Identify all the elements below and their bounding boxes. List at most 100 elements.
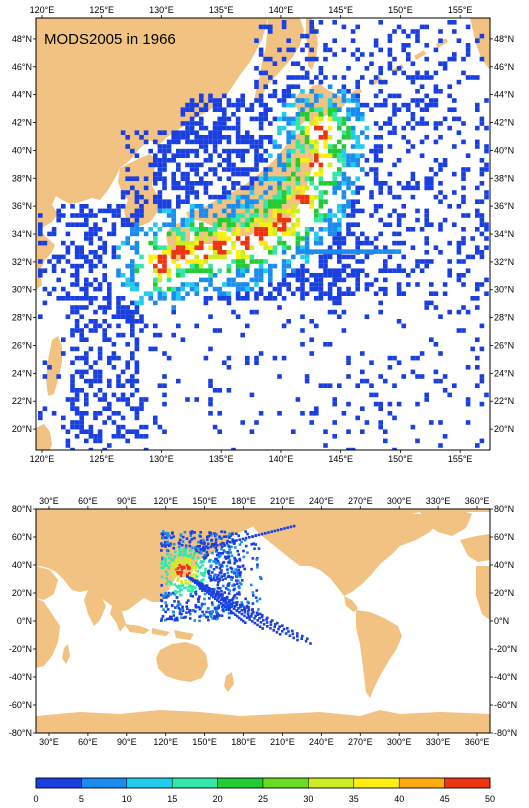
obs-cell (70, 406, 75, 411)
obs-cell (309, 199, 314, 204)
obs-cell (249, 583, 253, 587)
obs-cell (65, 296, 71, 301)
obs-cell (350, 199, 356, 204)
obs-cell (447, 309, 452, 315)
obs-cell (332, 273, 337, 278)
obs-cell (234, 601, 237, 604)
obs-cell (217, 250, 222, 255)
obs-cell (263, 259, 268, 264)
obs-cell (274, 623, 277, 626)
obs-cell (346, 254, 351, 260)
obs-cell (226, 539, 230, 543)
obs-cell (341, 47, 347, 53)
obs-cell (332, 420, 337, 425)
obs-cell (229, 611, 233, 615)
obs-cell (272, 139, 278, 145)
obs-cell (102, 319, 107, 324)
obs-cell (355, 153, 360, 158)
obs-cell (211, 588, 214, 591)
obs-cell (263, 167, 268, 172)
right-lat-label: 22°N (494, 396, 514, 406)
obs-cell (224, 599, 227, 602)
obs-cell (191, 565, 194, 568)
obs-cell (378, 190, 383, 195)
obs-cell (438, 378, 443, 384)
obs-cell (332, 153, 337, 158)
obs-cell (243, 567, 246, 571)
obs-cell (217, 286, 222, 292)
obs-cell (387, 38, 393, 43)
obs-cell (314, 286, 319, 292)
obs-cell (231, 125, 236, 131)
obs-cell (318, 70, 324, 76)
obs-cell (153, 181, 158, 186)
obs-cell (253, 621, 257, 625)
obs-cell (378, 300, 383, 306)
obs-cell (314, 125, 319, 131)
obs-cell (406, 56, 411, 62)
obs-cell (166, 148, 172, 154)
obs-cell (383, 181, 388, 186)
obs-cell (222, 250, 227, 255)
obs-cell (165, 577, 168, 580)
obs-cell (456, 259, 462, 264)
obs-cell (161, 566, 164, 569)
right-lat-label: -40°N (494, 672, 517, 682)
obs-cell (226, 300, 232, 306)
obs-cell (373, 153, 379, 158)
obs-cell (201, 582, 204, 586)
top-lon-label: 30°E (39, 496, 59, 506)
obs-cell (433, 125, 439, 131)
obs-cell (70, 273, 75, 278)
obs-cell (251, 608, 254, 612)
obs-cell (203, 584, 207, 588)
obs-cell (199, 139, 204, 145)
obs-cell (203, 300, 209, 306)
obs-cell (194, 259, 199, 264)
obs-cell (70, 401, 75, 407)
obs-cell (300, 328, 305, 333)
obs-cell (277, 217, 282, 223)
obs-cell (166, 245, 172, 250)
obs-cell (341, 236, 347, 241)
obs-cell (341, 75, 347, 80)
obs-cell (61, 268, 66, 273)
obs-cell (189, 130, 195, 135)
obs-cell (263, 56, 268, 62)
obs-cell (226, 588, 230, 591)
obs-cell (194, 245, 199, 250)
obs-cell (70, 222, 75, 227)
obs-cell (74, 434, 80, 439)
obs-cell (226, 153, 232, 158)
obs-cell (190, 530, 194, 533)
obs-cell (277, 227, 282, 232)
obs-cell (188, 548, 192, 552)
obs-cell (410, 268, 416, 273)
obs-cell (222, 535, 226, 538)
obs-cell (392, 268, 397, 273)
obs-cell (230, 603, 234, 606)
obs-cell (364, 282, 370, 287)
obs-cell (392, 125, 397, 131)
obs-cell (125, 144, 130, 149)
obs-cell (225, 608, 228, 612)
obs-cell (201, 560, 205, 564)
obs-cell (221, 584, 225, 588)
obs-cell (392, 355, 397, 361)
obs-cell (116, 268, 121, 273)
obs-cell (88, 424, 94, 430)
obs-cell (373, 277, 379, 283)
obs-cell (160, 584, 164, 587)
obs-cell (235, 171, 241, 177)
obs-cell (433, 342, 439, 347)
obs-cell (360, 240, 365, 246)
top-lon-label: 120°E (30, 5, 55, 15)
obs-cell (176, 167, 181, 172)
obs-cell (51, 227, 57, 232)
obs-cell (332, 277, 337, 283)
obs-cell (318, 213, 324, 218)
obs-cell (202, 571, 205, 575)
obs-cell (401, 102, 406, 108)
obs-cell (70, 360, 75, 365)
obs-cell (171, 171, 176, 177)
